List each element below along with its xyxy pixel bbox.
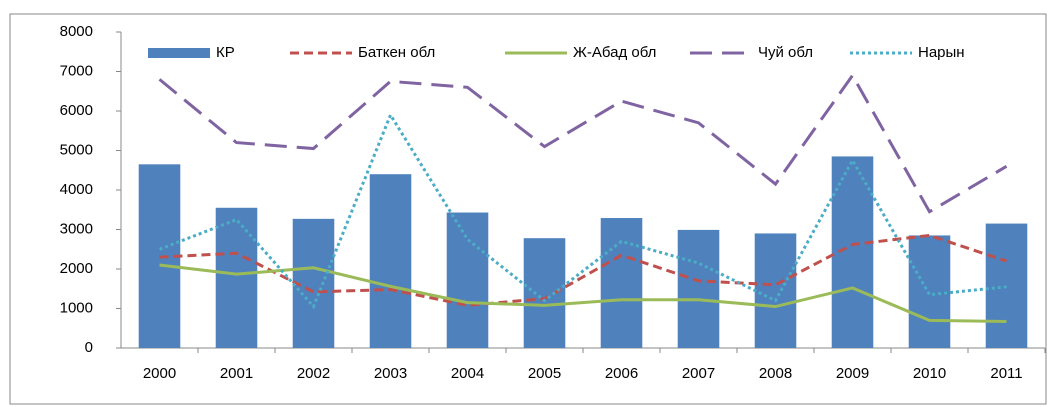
x-tick-label: 2010 [913,365,946,382]
x-tick-label: 2008 [759,365,792,382]
bar [446,212,489,348]
line [159,263,1007,324]
legend-label: Баткен обл [358,44,435,61]
bar [677,229,720,348]
bar [831,156,874,348]
y-tick-label: 4000 [60,181,93,198]
legend-swatch [148,48,210,58]
y-tick-label: 7000 [60,62,93,79]
bar [985,223,1028,348]
x-tick-label: 2009 [836,365,869,382]
x-tick-label: 2005 [528,365,561,382]
bar [523,238,566,348]
y-tick-label: 6000 [60,102,93,119]
bar [369,174,412,348]
x-tick-label: 2007 [682,365,715,382]
legend-label: КР [216,44,235,61]
line [158,111,1007,310]
y-tick-label: 5000 [60,141,93,158]
legend-label: Нарын [918,44,965,61]
line [159,233,1007,307]
y-tick-label: 2000 [60,260,93,277]
x-tick-label: 2000 [143,365,176,382]
y-tick-label: 0 [85,339,93,356]
line [158,72,1008,214]
x-tick-label: 2001 [220,365,253,382]
y-tick-label: 8000 [60,23,93,40]
bar [215,207,258,348]
x-tick-label: 2004 [451,365,484,382]
x-tick-label: 2003 [374,365,407,382]
y-tick-label: 1000 [60,299,93,316]
x-tick-label: 2002 [297,365,330,382]
x-tick-label: 2006 [605,365,638,382]
y-tick-label: 3000 [60,220,93,237]
bar [600,218,643,348]
x-tick-label: 2011 [990,365,1022,382]
legend-label: Чуй обл [758,44,813,61]
legend-label: Ж-Абад обл [573,44,656,61]
bar [754,233,797,348]
